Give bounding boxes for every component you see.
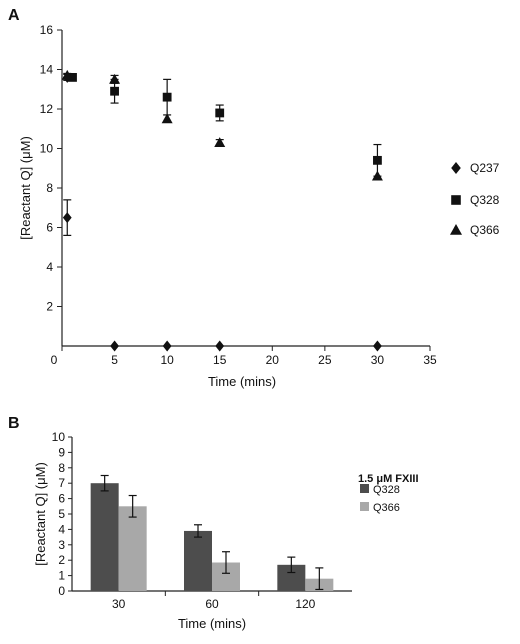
panel-b-y-tick-label: 2	[58, 553, 65, 567]
panel-b-legend-label-q366: Q366	[373, 502, 400, 514]
panel-a-point-q237	[215, 340, 225, 352]
panel-a-y-tick-label: 10	[40, 142, 54, 156]
panel-a-legend-label-q366: Q366	[470, 223, 500, 237]
panel-a-point-q366	[371, 170, 383, 181]
panel-a-y-tick-label: 6	[46, 221, 53, 235]
panel-a-y-tick-label: 16	[40, 23, 54, 37]
panel-b-y-tick-label: 6	[58, 492, 65, 506]
panel-b-bar-q366	[118, 506, 147, 591]
panel-b-y-tick-label: 7	[58, 476, 65, 490]
panel-a-point-q328	[162, 92, 172, 102]
panel-b-y-tick-label: 4	[58, 522, 65, 536]
panel-a-point-q328	[215, 108, 225, 118]
panel-a-y-tick-label: 12	[40, 102, 54, 116]
panel-b-bar-q328	[90, 483, 119, 591]
panel-a-y-axis-title: [Reactant Q] (μM)	[18, 136, 33, 240]
panel-a-y-tick-label: 14	[40, 63, 54, 77]
panel-a-y-tick-label: 8	[46, 181, 53, 195]
panel-a-point-q366	[109, 73, 121, 84]
panel-b-x-axis-title: Time (mins)	[178, 616, 246, 631]
panel-a-legend-marker-q366	[450, 224, 462, 235]
panel-b-y-tick-label: 5	[58, 507, 65, 521]
panel-a-x-axis-title: Time (mins)	[208, 374, 276, 389]
panel-a-y-tick-label: 2	[46, 300, 53, 314]
panel-b-y-axis-title: [Reactant Q] (μM)	[33, 462, 48, 566]
panel-a-x-tick-label: 10	[160, 353, 174, 367]
panel-a-legend-marker-q328	[451, 195, 461, 205]
panel-b-legend-title: 1.5 μM FXIII	[358, 473, 419, 485]
panel-a-x-tick-label: 35	[423, 353, 437, 367]
panel-a-x-tick-label: 20	[266, 353, 280, 367]
panel-b-legend-swatch-q328	[360, 484, 369, 493]
panel-b-legend-swatch-q366	[360, 502, 369, 511]
panel-a-point-q366	[214, 137, 226, 147]
panel-a-point-q237	[373, 340, 382, 352]
panel-a-scatter: 0 5 10 15 20 25 30 35 2 4 6 8 10 12 14 16 Q237 Q328 Q366	[40, 23, 500, 367]
panel-a-x-tick-label: 25	[318, 353, 332, 367]
panel-a-point-q328	[373, 155, 382, 165]
panel-b-x-tick-label: 60	[205, 597, 219, 611]
panel-b-y-tick-label: 8	[58, 461, 65, 475]
panel-a-point-q237	[62, 212, 72, 224]
panel-a-legend-label-q328: Q328	[470, 193, 500, 207]
panel-b-bar-q328	[184, 530, 212, 591]
panel-b-legend-label-q328: Q328	[373, 484, 400, 496]
panel-a-point-q328	[110, 86, 119, 96]
panel-a-point-q237	[110, 340, 119, 352]
panel-a-legend-label-q237: Q237	[470, 161, 500, 175]
panel-a-y-tick-label: 4	[46, 260, 53, 274]
panel-a-x-tick-label: 5	[111, 353, 118, 367]
panel-a-x-tick-label: 0	[51, 353, 58, 367]
panel-a-x-tick-label: 15	[213, 353, 227, 367]
panel-a-legend-marker-q237	[451, 162, 461, 174]
panel-a-x-tick-label: 30	[371, 353, 385, 367]
panel-a-label: A	[8, 7, 20, 24]
panel-a-point-q237	[162, 340, 172, 352]
panel-b-y-tick-label: 9	[58, 445, 65, 459]
panel-b-y-tick-label: 1	[58, 569, 65, 583]
panel-b-y-tick-label: 0	[58, 584, 65, 598]
panel-b-bar-chart: 01 23 456 78 910 30 60 120 Q328 Q366	[52, 430, 400, 611]
panel-a-point-q328	[68, 73, 77, 82]
panel-b-y-tick-label: 10	[52, 430, 66, 444]
panel-b-label: B	[8, 415, 20, 432]
panel-a-point-q366	[161, 113, 173, 124]
panel-a-point-q366	[61, 69, 73, 80]
panel-b-x-tick-label: 30	[112, 597, 126, 611]
panel-b-y-tick-label: 3	[58, 538, 65, 552]
panel-b-x-tick-label: 120	[295, 597, 315, 611]
